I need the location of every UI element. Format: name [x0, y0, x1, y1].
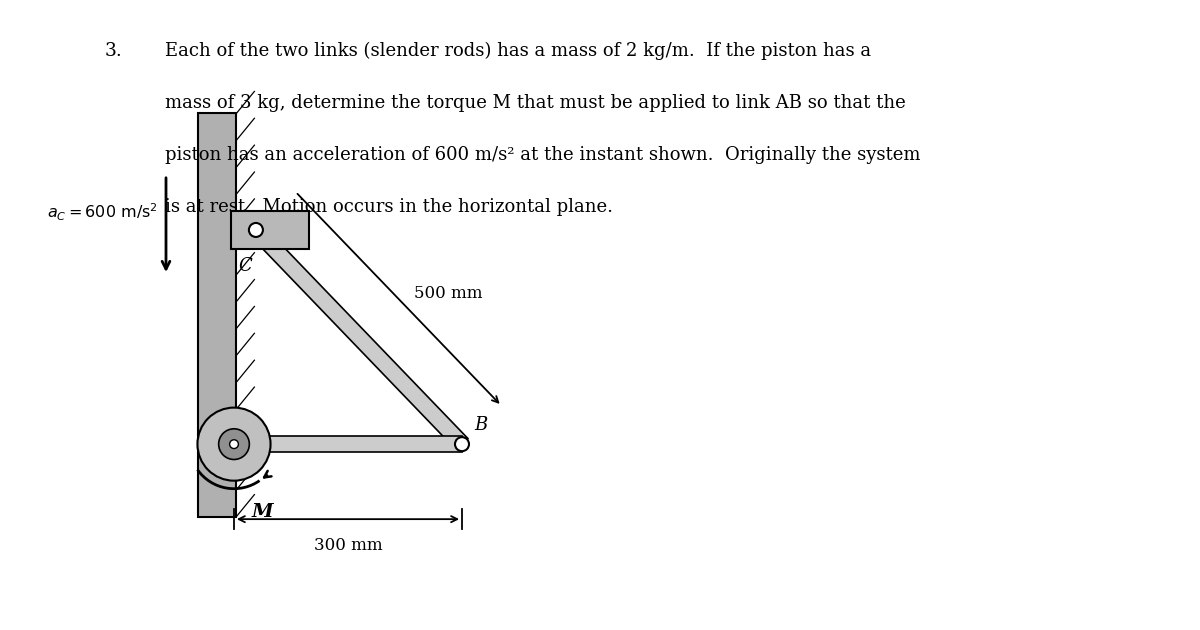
Bar: [232, 211, 310, 249]
Text: B: B: [474, 416, 487, 434]
Text: 300 mm: 300 mm: [313, 537, 383, 554]
Text: 3.: 3.: [106, 42, 122, 60]
Circle shape: [229, 440, 239, 449]
Text: mass of 3 kg, determine the torque M that must be applied to link AB so that the: mass of 3 kg, determine the torque M tha…: [166, 94, 906, 112]
Text: C: C: [239, 257, 252, 275]
Text: 500 mm: 500 mm: [414, 285, 482, 302]
Circle shape: [455, 437, 469, 451]
Circle shape: [248, 223, 263, 237]
Circle shape: [198, 408, 270, 481]
Text: piston has an acceleration of 600 m/s² at the instant shown.  Originally the sys: piston has an acceleration of 600 m/s² a…: [166, 146, 920, 164]
Polygon shape: [234, 436, 462, 452]
Text: $a_C = 600\ \mathrm{m/s}^2$: $a_C = 600\ \mathrm{m/s}^2$: [47, 201, 158, 222]
Polygon shape: [250, 224, 468, 450]
Text: Each of the two links (slender rods) has a mass of 2 kg/m.  If the piston has a: Each of the two links (slender rods) has…: [166, 42, 871, 60]
Text: is at rest.  Motion occurs in the horizontal plane.: is at rest. Motion occurs in the horizon…: [166, 198, 613, 216]
Bar: [198, 113, 236, 517]
Circle shape: [218, 429, 250, 459]
Text: M: M: [252, 503, 274, 520]
